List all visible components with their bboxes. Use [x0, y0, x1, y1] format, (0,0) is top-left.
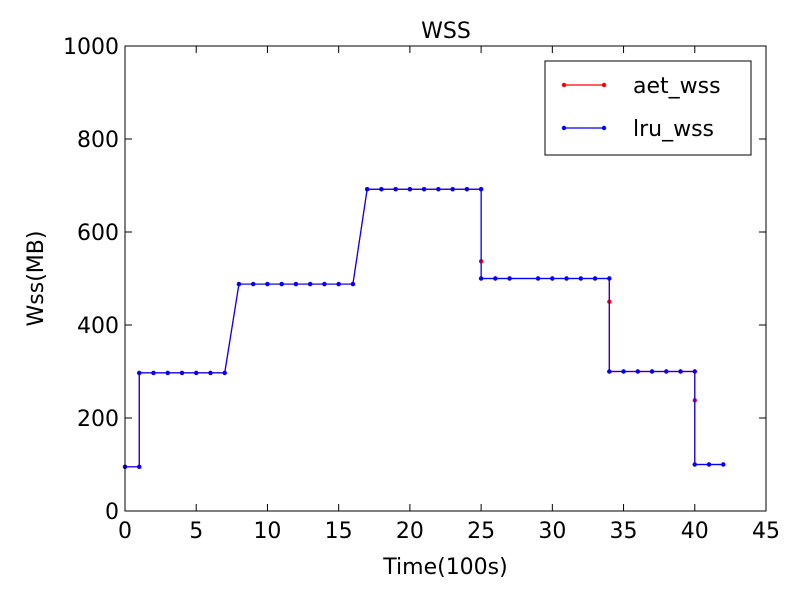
data-point	[179, 370, 185, 376]
x-tick-label: 40	[681, 519, 709, 544]
x-tick-label: 0	[118, 519, 132, 544]
data-point	[279, 281, 284, 287]
data-point	[692, 462, 697, 467]
data-point	[265, 281, 270, 287]
data-point	[706, 462, 712, 467]
y-tick-label: 1000	[63, 35, 119, 60]
data-point	[478, 276, 484, 281]
y-tick-label: 600	[77, 221, 119, 246]
series-line	[125, 188, 724, 468]
data-point	[507, 276, 512, 281]
y-tick-label: 400	[77, 314, 119, 339]
series-layer	[122, 187, 726, 470]
series-lru_wss	[122, 187, 726, 470]
data-point	[550, 276, 555, 281]
data-point	[678, 369, 683, 374]
data-point	[607, 369, 612, 374]
legend: aet_wss lru_wss	[544, 60, 752, 156]
legend-swatch-point	[601, 82, 607, 88]
data-point	[721, 462, 726, 467]
y-tick-label: 800	[77, 128, 119, 153]
data-point	[478, 187, 484, 192]
x-axis-label: Time(100s)	[382, 555, 507, 580]
data-point	[493, 276, 498, 281]
data-point	[293, 281, 299, 287]
data-point	[208, 370, 213, 376]
data-point	[222, 370, 227, 376]
data-point	[578, 276, 584, 281]
data-point	[137, 464, 142, 470]
data-point	[592, 276, 598, 281]
data-point	[393, 187, 398, 192]
data-point	[379, 187, 384, 192]
x-tick-label: 45	[752, 519, 780, 544]
x-tick-label: 5	[189, 519, 203, 544]
data-point	[151, 370, 156, 376]
x-tick-label: 15	[325, 519, 353, 544]
legend-item: aet_wss	[561, 74, 721, 99]
data-point	[336, 281, 341, 287]
data-point	[421, 187, 427, 192]
data-point	[692, 369, 697, 374]
data-point	[450, 187, 455, 192]
data-point	[364, 187, 370, 192]
data-point	[236, 281, 242, 287]
ticks-layer: 0 5 10 15 20 25 30 35 40 45 0 200 400 600 800 1000	[63, 35, 780, 544]
y-axis-label: Wss(MB)	[24, 231, 49, 327]
legend-label: aet_wss	[633, 74, 721, 99]
legend-swatch-point	[561, 125, 567, 131]
data-point	[649, 369, 655, 374]
data-point	[137, 370, 142, 376]
data-point	[621, 369, 626, 374]
y-tick-label: 200	[77, 407, 119, 432]
data-point	[194, 370, 199, 376]
data-point	[535, 276, 541, 281]
x-tick-label: 30	[538, 519, 566, 544]
legend-label: lru_wss	[633, 117, 714, 142]
data-point	[607, 276, 612, 281]
data-point	[664, 369, 669, 374]
x-tick-label: 10	[253, 519, 281, 544]
y-tick-label: 0	[105, 500, 119, 525]
legend-item: lru_wss	[561, 117, 714, 142]
x-tick-label: 20	[396, 519, 424, 544]
legend-box	[544, 60, 752, 156]
series-line	[125, 188, 724, 468]
data-point	[635, 369, 640, 374]
legend-swatch-point	[601, 125, 607, 131]
x-tick-label: 25	[467, 519, 495, 544]
data-point	[165, 370, 170, 376]
data-point	[564, 276, 569, 281]
data-point	[407, 187, 413, 192]
x-tick-label: 35	[610, 519, 638, 544]
series-aet_wss	[122, 187, 726, 470]
legend-swatch-point	[561, 82, 567, 88]
plot-area	[124, 45, 767, 512]
data-point	[307, 281, 313, 287]
chart-title: WSS	[421, 19, 471, 44]
data-point	[350, 281, 356, 287]
data-point	[322, 281, 327, 287]
data-point	[251, 281, 256, 287]
data-point	[464, 187, 470, 192]
data-point	[436, 187, 441, 192]
